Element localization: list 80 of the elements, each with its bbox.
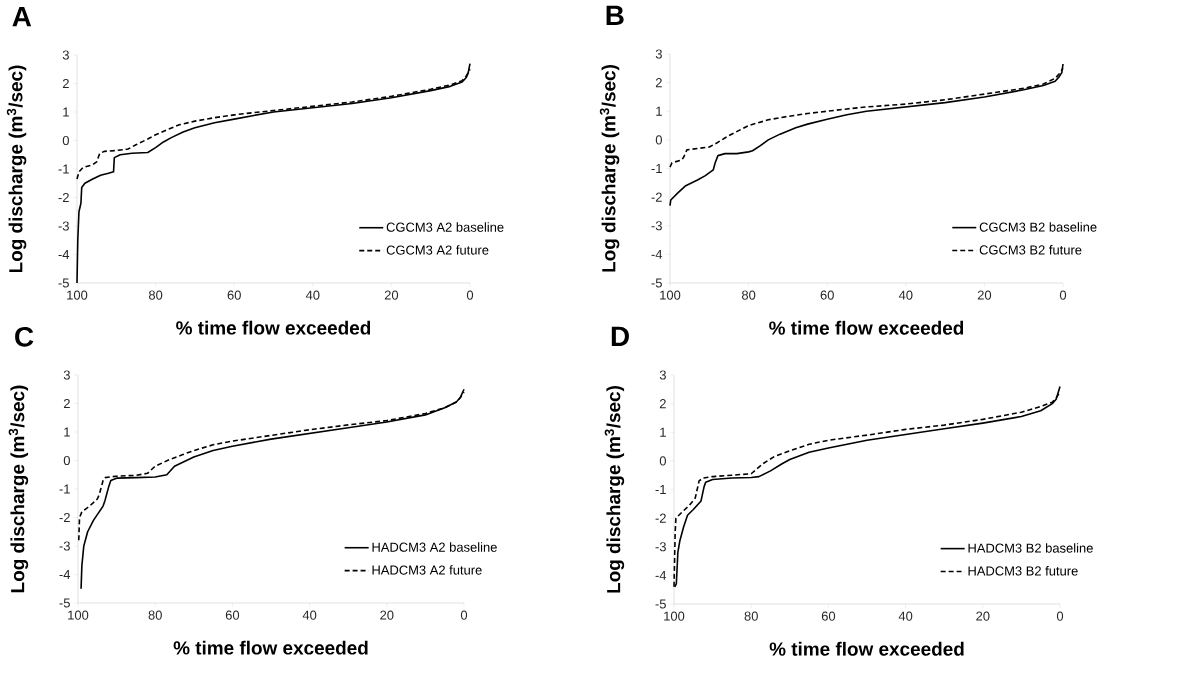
x-tick-label: 20 — [977, 290, 992, 300]
x-axis-title: % time flow exceeded — [769, 641, 964, 656]
y-tick-label: -5 — [58, 278, 69, 288]
x-tick-label: 60 — [227, 290, 241, 300]
y-axis-title: Log discharge (m$^{3}$/sec) — [604, 386, 625, 593]
x-tick-label: 100 — [664, 611, 685, 621]
y-tick-label: -2 — [651, 192, 662, 202]
x-tick-label: 100 — [660, 290, 681, 300]
x-tick-label: 0 — [1059, 290, 1067, 300]
legend-label: CGCM3 B2 baseline — [979, 222, 1097, 232]
x-tick-label: 60 — [821, 611, 836, 621]
y-tick-label: 3 — [62, 50, 69, 60]
y-tick-label: 1 — [660, 427, 666, 437]
y-tick-label: 0 — [659, 456, 666, 466]
x-tick-label: 80 — [148, 290, 163, 300]
y-axis-title: Log discharge (m$^{3}$/sec) — [599, 65, 620, 272]
y-tick-label: -4 — [651, 249, 663, 259]
x-tick-label: 40 — [305, 290, 320, 300]
y-tick-label: 3 — [655, 49, 662, 59]
y-tick-label: 0 — [655, 135, 662, 145]
y-tick-label: 2 — [659, 399, 666, 409]
y-tick-label: 0 — [63, 455, 70, 466]
y-tick-label: 1 — [656, 106, 662, 116]
x-tick-label: 60 — [820, 290, 834, 300]
x-tick-label: 0 — [1056, 611, 1064, 621]
y-tick-label: 2 — [62, 78, 69, 89]
x-tick-label: 20 — [380, 610, 394, 620]
y-tick-label: -3 — [59, 541, 70, 551]
x-tick-label: 40 — [302, 610, 317, 620]
x-tick-label: 100 — [67, 290, 88, 300]
y-tick-label: -1 — [655, 485, 666, 494]
y-axis-title: Log discharge (m$^{3}$/sec) — [6, 65, 27, 273]
y-tick-label: -2 — [655, 513, 666, 523]
x-tick-label: 100 — [68, 610, 89, 620]
y-tick-label: -3 — [651, 221, 662, 231]
x-axis-title: % time flow exceeded — [769, 320, 964, 335]
x-tick-label: 20 — [976, 611, 990, 621]
x-tick-label: 20 — [384, 290, 399, 300]
legend-label: HADCM3 A2 baseline — [372, 542, 497, 552]
chart-title: D — [611, 326, 629, 346]
y-tick-label: 3 — [63, 370, 70, 380]
y-tick-label: -2 — [58, 192, 69, 203]
x-tick-label: 40 — [898, 611, 913, 621]
chart-title: B — [606, 5, 624, 25]
x-tick-label: 80 — [148, 610, 162, 620]
y-tick-label: -1 — [59, 484, 70, 494]
x-tick-label: 80 — [744, 611, 758, 621]
x-tick-label: 0 — [460, 610, 468, 620]
legend-label: CGCM3 B2 future — [979, 245, 1082, 255]
y-tick-label: -5 — [651, 278, 662, 288]
x-tick-label: 0 — [466, 290, 474, 300]
y-tick-label: 1 — [63, 107, 69, 117]
y-tick-label: -4 — [59, 570, 71, 579]
y-tick-label: 3 — [659, 370, 666, 380]
x-axis-title: % time flow exceeded — [173, 640, 368, 655]
y-tick-label: 1 — [64, 427, 70, 437]
y-tick-label: -3 — [58, 221, 69, 231]
y-tick-label: 0 — [62, 135, 69, 146]
y-tick-label: 2 — [655, 78, 662, 88]
legend-label: CGCM3 A2 future — [386, 245, 489, 255]
chart-title: A — [12, 6, 32, 27]
y-tick-label: -4 — [58, 250, 70, 259]
y-tick-label: -1 — [58, 164, 69, 174]
legend-label: HADCM3 B2 baseline — [968, 543, 1093, 553]
legend-label: HADCM3 B2 future — [968, 566, 1078, 576]
x-tick-label: 60 — [225, 610, 240, 620]
x-tick-label: 80 — [741, 290, 756, 300]
x-tick-label: 40 — [898, 290, 913, 300]
y-tick-label: -4 — [655, 570, 667, 580]
y-tick-label: -5 — [655, 599, 666, 609]
chart-title: C — [15, 326, 34, 347]
y-tick-label: -1 — [651, 164, 662, 173]
y-axis-title: Log discharge (m$^{3}$/sec) — [8, 385, 29, 593]
x-axis-title: % time flow exceeded — [176, 320, 371, 335]
legend-label: HADCM3 A2 future — [372, 565, 482, 575]
legend-label: CGCM3 A2 baseline — [386, 222, 504, 232]
y-tick-label: -3 — [655, 542, 666, 552]
y-tick-label: -5 — [59, 598, 70, 608]
y-tick-label: 2 — [63, 398, 70, 409]
y-tick-label: -2 — [59, 512, 70, 523]
